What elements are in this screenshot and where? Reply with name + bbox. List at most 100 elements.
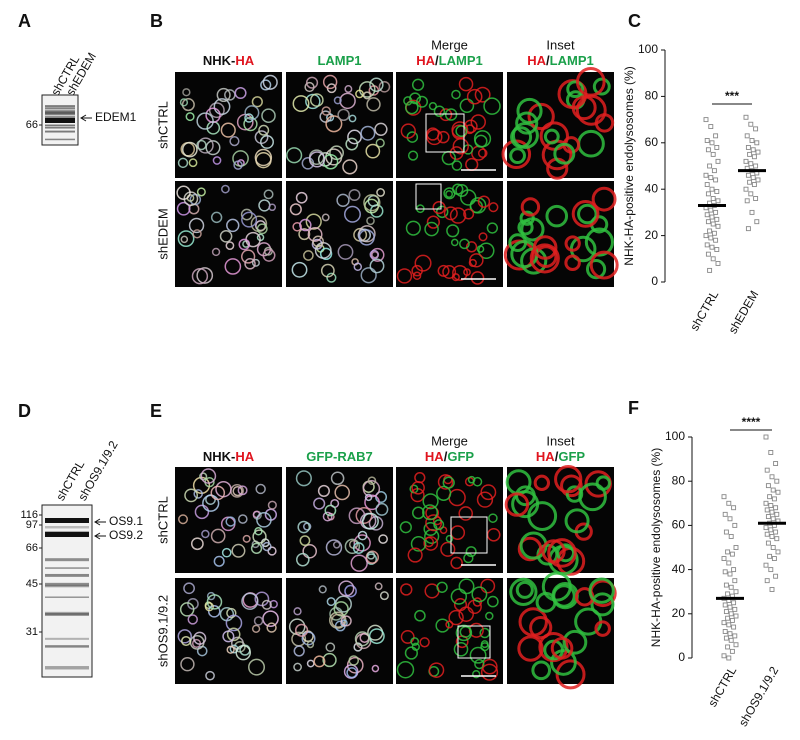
data-point xyxy=(749,209,755,215)
data-point xyxy=(773,461,779,466)
cell-blob xyxy=(320,263,335,278)
cell-blob xyxy=(488,513,498,523)
blot-band xyxy=(45,109,75,113)
cell-blob xyxy=(233,160,243,170)
cell-blob xyxy=(455,125,468,138)
blot-band xyxy=(45,107,75,110)
cell-blob xyxy=(411,78,425,91)
data-point xyxy=(710,196,716,201)
cell-blob xyxy=(442,476,455,489)
data-point xyxy=(727,571,733,577)
cell-blob xyxy=(262,74,278,90)
band-arrow xyxy=(94,532,106,540)
data-point xyxy=(764,531,770,537)
cell-blob xyxy=(410,536,427,552)
header-part: NHK- xyxy=(203,53,236,68)
cell-blob xyxy=(469,253,484,268)
data-point xyxy=(769,509,775,515)
cell-blob xyxy=(450,238,459,247)
cell-blob xyxy=(179,602,195,617)
cell-blob xyxy=(334,484,350,501)
cell-blob xyxy=(196,139,207,151)
cell-blob xyxy=(254,148,273,167)
column-header: HA/LAMP1 xyxy=(527,53,593,68)
data-point xyxy=(743,186,749,192)
column-header: NHK-HA xyxy=(203,53,255,68)
header-part: / xyxy=(444,449,448,464)
cell-blob xyxy=(532,235,558,260)
cell-blob xyxy=(221,184,230,194)
x-tick-label: shEDEM xyxy=(726,288,762,336)
cell-blob xyxy=(355,89,364,99)
data-point xyxy=(705,147,711,153)
cell-blob xyxy=(400,123,416,139)
cell-blob xyxy=(193,631,207,645)
cell-blob xyxy=(319,247,333,261)
cell-blob xyxy=(445,534,454,543)
column-header: LAMP1 xyxy=(317,53,361,68)
cell-blob xyxy=(465,241,478,253)
cell-blob xyxy=(520,197,541,217)
blot-band xyxy=(45,612,89,616)
cell-blob xyxy=(369,258,385,274)
cell-blob xyxy=(298,228,311,241)
data-point xyxy=(770,545,776,550)
cell-blob xyxy=(261,599,272,610)
data-point xyxy=(722,511,728,517)
cell-blob xyxy=(555,659,586,690)
cell-blob xyxy=(509,147,526,165)
cell-blob xyxy=(206,591,216,601)
cell-blob xyxy=(452,265,468,281)
cell-blob xyxy=(368,628,385,645)
data-point xyxy=(769,587,775,592)
cell-blob xyxy=(474,86,491,103)
cell-blob xyxy=(554,465,583,494)
cell-blob xyxy=(560,474,583,498)
cell-blob xyxy=(396,268,413,284)
data-point xyxy=(755,177,761,183)
cell-blob xyxy=(342,159,358,175)
cell-blob xyxy=(306,640,315,649)
significance: *** xyxy=(725,89,739,103)
data-point xyxy=(774,536,780,542)
cell-blob xyxy=(235,644,252,661)
cell-blob xyxy=(262,248,276,262)
data-point xyxy=(768,567,774,573)
cell-blob xyxy=(296,552,310,567)
cell-blob xyxy=(237,485,248,496)
data-point xyxy=(708,207,714,213)
data-point xyxy=(732,606,738,612)
column-header: HA/LAMP1 xyxy=(416,53,482,68)
cell-blob xyxy=(226,607,237,619)
cell-blob xyxy=(437,130,450,144)
header-part: HA xyxy=(536,449,555,464)
data-point xyxy=(751,182,757,188)
cell-blob xyxy=(181,635,192,647)
cell-blob xyxy=(289,203,302,216)
cell-blob xyxy=(541,539,566,564)
cell-blob xyxy=(458,506,474,521)
blot-band xyxy=(45,637,89,640)
cell-blob xyxy=(225,516,236,527)
cell-blob xyxy=(250,542,263,554)
cell-blob xyxy=(224,258,242,275)
blot-band xyxy=(45,518,89,523)
cell-blob xyxy=(339,92,356,110)
cell-blob xyxy=(437,264,450,277)
data-point xyxy=(703,172,709,178)
data-point xyxy=(705,251,711,257)
cell-blob xyxy=(371,250,379,259)
cell-blob xyxy=(517,536,543,562)
cell-blob xyxy=(556,543,576,563)
data-point xyxy=(764,507,770,513)
cell-blob xyxy=(405,220,421,236)
cell-blob xyxy=(361,512,379,530)
cell-blob xyxy=(344,584,357,598)
cell-blob xyxy=(183,582,195,595)
blot-band xyxy=(45,645,89,648)
data-point xyxy=(715,198,721,204)
cell-blob xyxy=(340,615,352,627)
cell-blob xyxy=(465,546,477,558)
data-point xyxy=(723,529,729,535)
cell-blob xyxy=(358,225,376,243)
